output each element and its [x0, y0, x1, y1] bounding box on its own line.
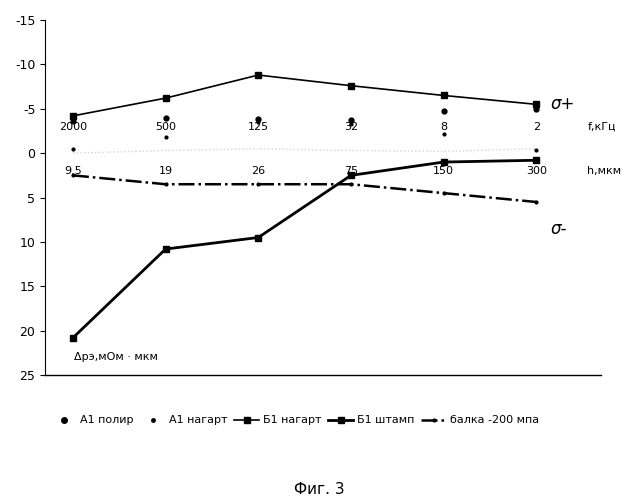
Text: 19: 19 [158, 166, 173, 176]
Text: h,мкм: h,мкм [588, 166, 621, 176]
Text: Δрэ,мОм · мкм: Δрэ,мОм · мкм [74, 352, 158, 362]
Text: 75: 75 [344, 166, 358, 176]
Text: σ-: σ- [550, 220, 567, 238]
Text: 26: 26 [251, 166, 265, 176]
Text: 2000: 2000 [59, 122, 87, 132]
Text: 300: 300 [526, 166, 547, 176]
Text: 2: 2 [533, 122, 540, 132]
Text: 8: 8 [440, 122, 447, 132]
Text: Фиг. 3: Фиг. 3 [293, 482, 345, 498]
Text: σ+: σ+ [550, 96, 575, 114]
Legend: А1 полир, А1 нагарт, Б1 нагарт, Б1 штамп, балка -200 мпа: А1 полир, А1 нагарт, Б1 нагарт, Б1 штамп… [47, 411, 544, 430]
Text: 32: 32 [344, 122, 358, 132]
Text: 150: 150 [433, 166, 454, 176]
Text: 500: 500 [155, 122, 176, 132]
Text: 9.5: 9.5 [64, 166, 82, 176]
Text: 125: 125 [248, 122, 269, 132]
Text: f,кГц: f,кГц [588, 122, 616, 132]
